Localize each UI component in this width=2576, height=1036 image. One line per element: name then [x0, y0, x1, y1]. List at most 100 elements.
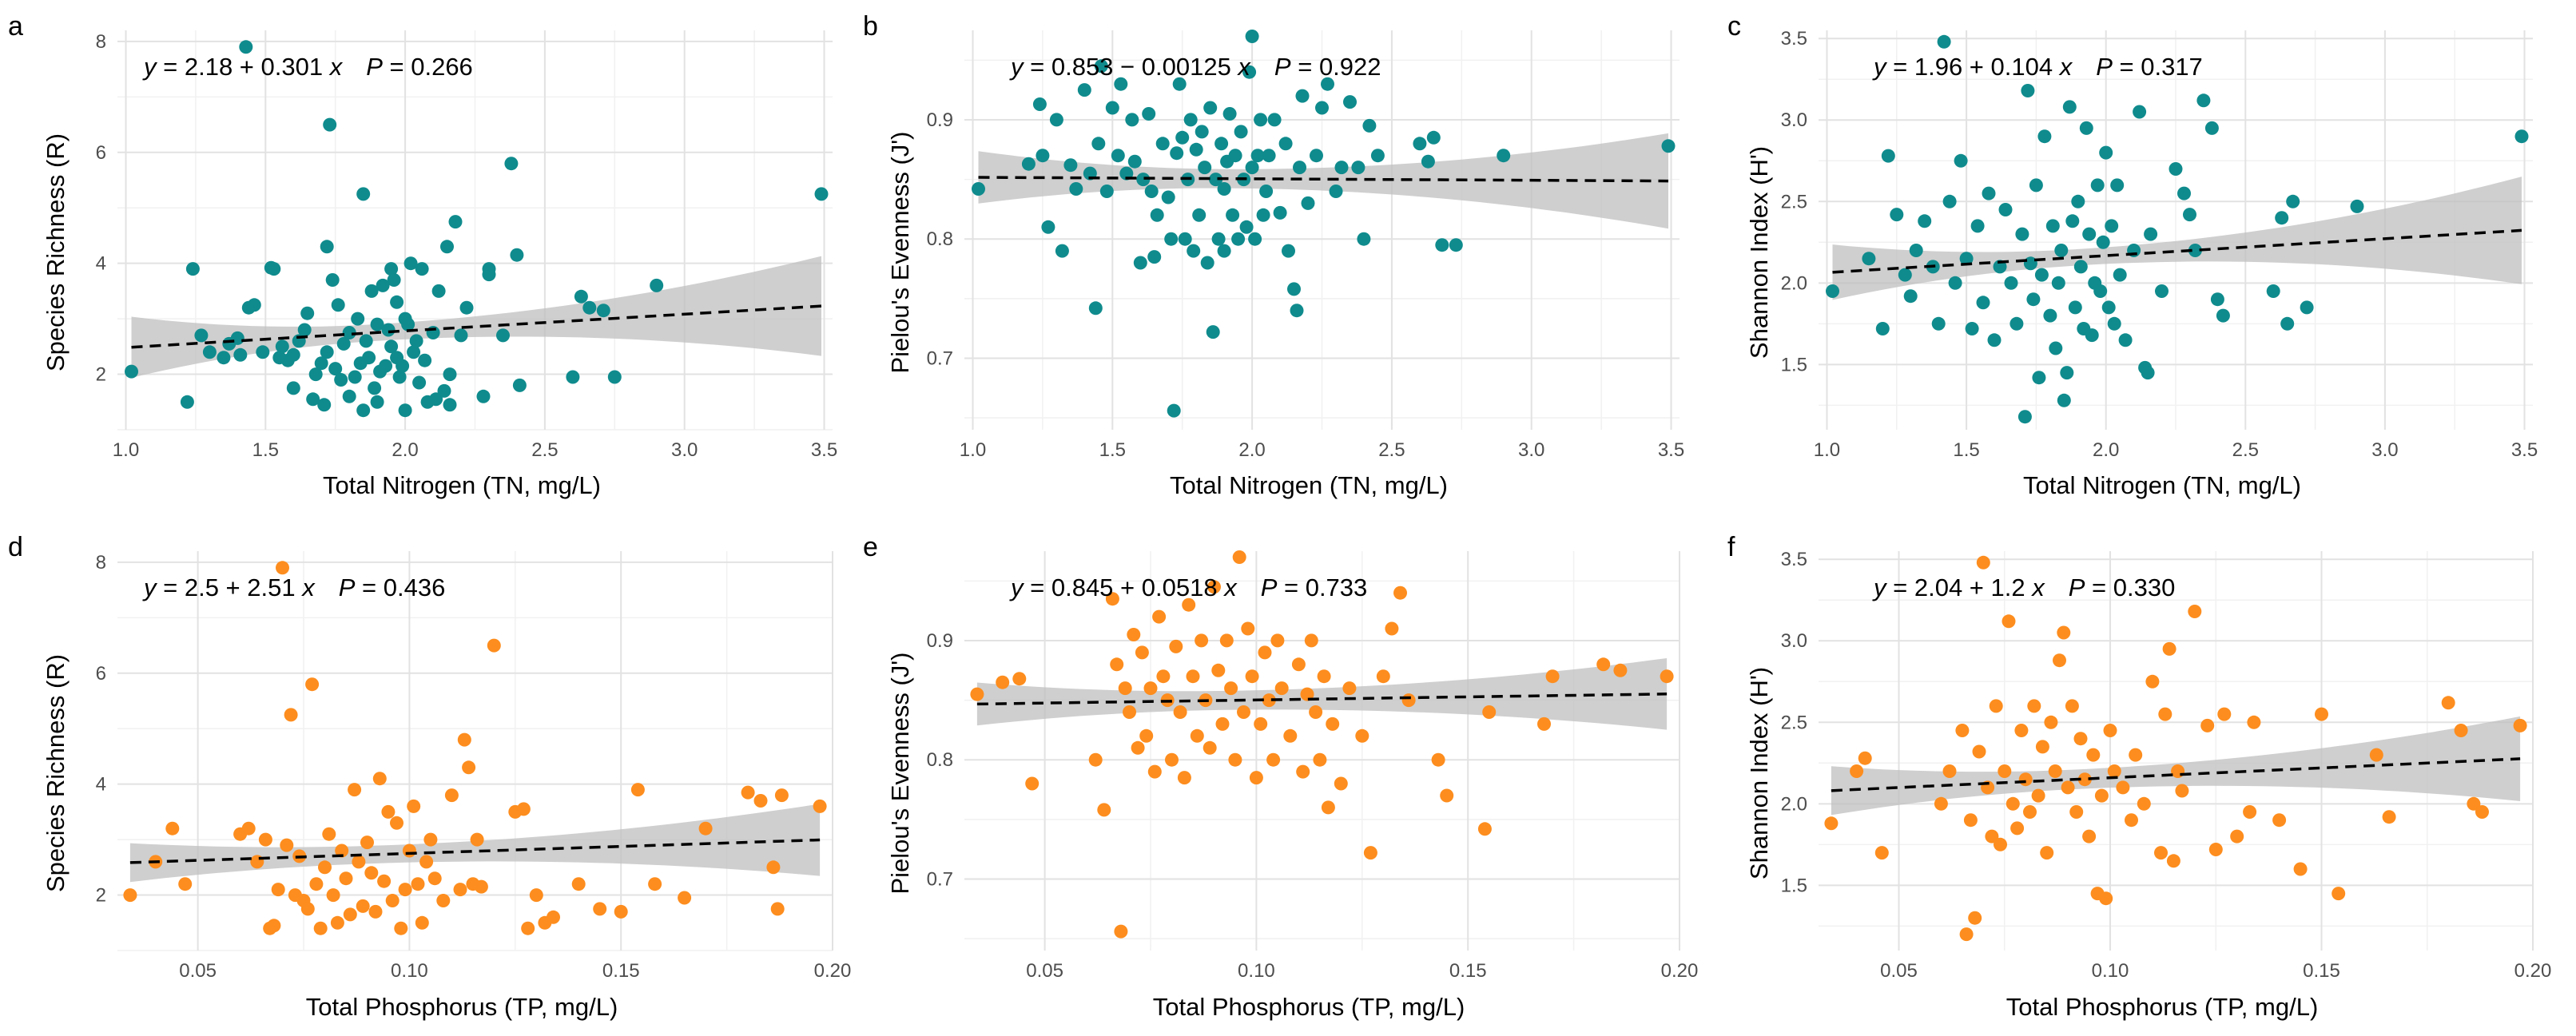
data-point — [275, 339, 289, 354]
data-point — [2029, 178, 2043, 193]
regression-line — [976, 693, 1668, 706]
data-point — [379, 359, 393, 373]
data-point — [1875, 322, 1890, 335]
data-point — [1241, 621, 1255, 636]
data-point — [2110, 178, 2125, 193]
data-point — [813, 799, 827, 813]
regression-line — [1832, 228, 2522, 274]
data-point — [429, 392, 443, 407]
data-point — [1660, 669, 1674, 684]
data-point — [1211, 663, 1226, 677]
data-point — [247, 298, 261, 312]
data-point — [2158, 707, 2173, 721]
data-point — [2062, 100, 2077, 114]
data-point — [1985, 829, 1999, 843]
data-point — [1982, 186, 1996, 200]
data-point — [1426, 130, 1441, 145]
data-point — [1114, 77, 1128, 91]
data-point — [2210, 292, 2224, 307]
data-point — [1105, 101, 1119, 115]
data-point — [286, 381, 300, 395]
data-point — [2137, 796, 2151, 811]
data-point — [276, 561, 289, 575]
data-point — [381, 804, 396, 819]
panel-a-ylabel: Species Richness (R) — [42, 133, 70, 371]
data-point — [1195, 125, 1209, 139]
data-point — [2286, 194, 2300, 208]
x-tick-label: 0.05 — [1026, 960, 1063, 982]
confidence-band — [1832, 177, 2522, 300]
panel-d: 0.05 0.10 0.15 0.20 2 4 6 8 d Species Richness … — [8, 532, 851, 1021]
data-point — [2031, 788, 2045, 803]
data-point — [766, 860, 781, 875]
data-point — [308, 367, 323, 382]
data-point — [1262, 693, 1276, 708]
data-point — [1596, 657, 1611, 672]
data-point — [271, 883, 285, 897]
data-point — [2026, 292, 2041, 307]
data-point — [1295, 89, 1310, 103]
data-point — [1300, 687, 1314, 701]
data-point — [1203, 101, 1218, 115]
data-point — [1259, 185, 1274, 198]
x-tick-label: 3.5 — [1658, 439, 1684, 461]
data-point — [1135, 645, 1149, 660]
data-point — [2208, 843, 2223, 856]
data-point — [2116, 780, 2130, 795]
data-point — [2107, 316, 2121, 331]
data-point — [2023, 805, 2037, 819]
data-point — [1161, 190, 1175, 204]
data-point — [2057, 625, 2071, 640]
data-point — [1190, 728, 1204, 743]
data-point — [2073, 260, 2088, 274]
data-point — [2243, 805, 2257, 819]
data-point — [1189, 142, 1203, 157]
data-point — [2044, 715, 2058, 729]
data-point — [2118, 333, 2133, 347]
panel-a: 1.0 1.5 2.0 2.5 3.0 3.5 2 4 6 8 a Species Richnes… — [8, 11, 837, 499]
regression-line — [978, 176, 1669, 183]
data-point — [351, 312, 365, 326]
data-point — [284, 708, 298, 722]
data-point — [2006, 796, 2020, 811]
data-point — [1142, 107, 1156, 121]
data-point — [258, 832, 272, 847]
data-point — [1152, 609, 1167, 624]
data-point — [510, 248, 524, 262]
data-point — [2315, 707, 2328, 721]
data-point — [1254, 113, 1268, 127]
confidence-band — [978, 133, 1668, 229]
data-point — [1114, 924, 1128, 939]
data-point — [1890, 208, 1904, 222]
data-point — [574, 289, 588, 304]
x-tick-label: 0.15 — [1449, 960, 1487, 982]
data-point — [1449, 238, 1463, 252]
data-point — [1898, 268, 1912, 282]
data-point — [2105, 219, 2119, 233]
x-tick-label: 2.5 — [531, 439, 558, 461]
panel-f-letter: f — [1727, 532, 1735, 562]
data-point — [407, 345, 421, 359]
data-point — [596, 304, 610, 318]
data-point — [516, 802, 531, 816]
data-point — [457, 732, 471, 747]
data-point — [487, 638, 501, 653]
data-point — [1376, 669, 1390, 684]
data-point — [387, 273, 401, 287]
data-point — [330, 915, 344, 930]
data-point — [178, 877, 193, 891]
data-point — [300, 306, 315, 320]
data-point — [2043, 308, 2057, 323]
data-point — [1041, 220, 1055, 234]
x-tick-label: 3.5 — [2511, 439, 2538, 461]
data-point — [2082, 829, 2097, 843]
data-point — [280, 838, 294, 852]
y-tick-label: 8 — [96, 552, 106, 574]
panel-c-xlabel: Total Nitrogen (TN, mg/L) — [2023, 471, 2301, 499]
data-point — [1217, 244, 1231, 258]
data-point — [521, 921, 535, 935]
data-point — [2230, 829, 2244, 843]
data-point — [392, 370, 407, 384]
data-point — [2293, 862, 2308, 876]
